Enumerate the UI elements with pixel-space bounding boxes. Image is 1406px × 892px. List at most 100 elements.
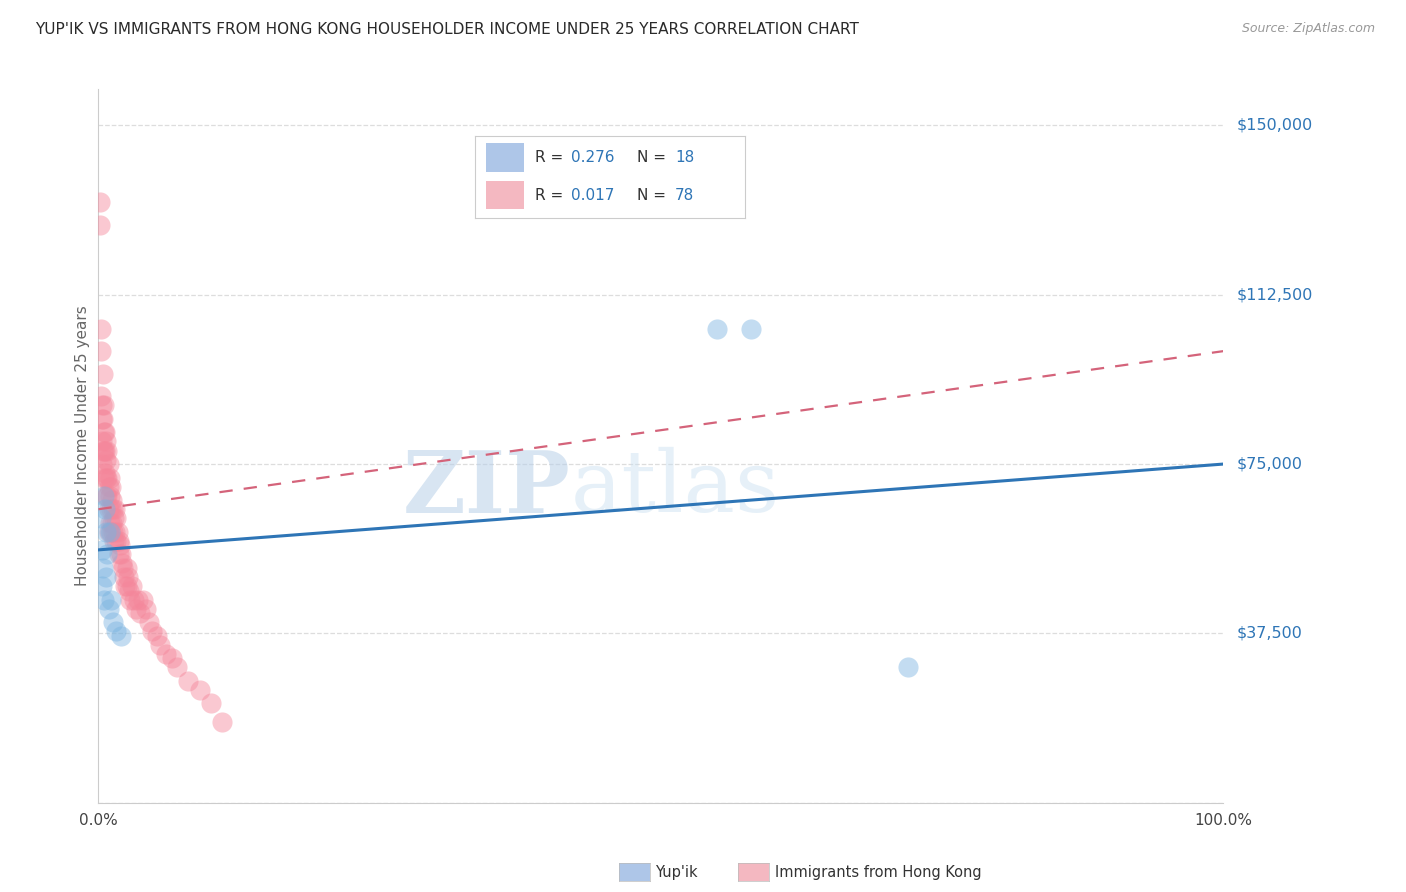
Point — [127, 592, 149, 607]
Point — [91, 561, 114, 575]
Point — [107, 524, 129, 539]
Point — [124, 592, 146, 607]
Point — [110, 548, 132, 562]
Point — [112, 570, 135, 584]
Point — [141, 624, 163, 639]
Text: Source: ZipAtlas.com: Source: ZipAtlas.com — [1241, 22, 1375, 36]
Point — [124, 601, 146, 615]
Text: N =: N = — [637, 150, 671, 165]
Point — [93, 489, 115, 503]
Point — [101, 493, 124, 508]
Point — [96, 443, 118, 458]
Point — [108, 538, 131, 552]
Point — [100, 480, 122, 494]
Point — [110, 629, 132, 643]
Point — [101, 615, 124, 629]
Point — [91, 412, 114, 426]
Point — [93, 592, 115, 607]
Point — [118, 583, 141, 598]
Point — [93, 470, 115, 484]
Point — [100, 592, 122, 607]
Point — [97, 524, 120, 539]
Point — [107, 548, 129, 562]
Text: YUP'IK VS IMMIGRANTS FROM HONG KONG HOUSEHOLDER INCOME UNDER 25 YEARS CORRELATIO: YUP'IK VS IMMIGRANTS FROM HONG KONG HOUS… — [35, 22, 859, 37]
Point — [135, 601, 157, 615]
Text: atlas: atlas — [571, 447, 780, 531]
Point — [93, 425, 115, 440]
Point — [90, 321, 112, 335]
Point — [112, 561, 135, 575]
Point — [104, 524, 127, 539]
Point — [90, 412, 112, 426]
Point — [97, 457, 120, 471]
FancyBboxPatch shape — [486, 143, 524, 171]
Point — [211, 714, 233, 729]
Point — [107, 533, 129, 548]
Point — [114, 579, 136, 593]
Point — [104, 502, 127, 516]
Point — [97, 502, 120, 516]
Text: Immigrants from Hong Kong: Immigrants from Hong Kong — [775, 865, 981, 880]
Point — [105, 624, 128, 639]
Point — [96, 524, 118, 539]
Text: R =: R = — [534, 187, 568, 202]
Point — [138, 615, 160, 629]
Point — [94, 443, 117, 458]
Point — [105, 511, 128, 525]
Point — [740, 321, 762, 335]
Point — [129, 606, 152, 620]
Point — [94, 466, 117, 480]
Point — [160, 651, 183, 665]
Point — [89, 195, 111, 210]
Point — [96, 548, 118, 562]
Point — [97, 601, 120, 615]
Point — [98, 524, 121, 539]
Point — [97, 480, 120, 494]
Point — [118, 592, 141, 607]
Point — [101, 524, 124, 539]
Point — [96, 470, 118, 484]
Text: N =: N = — [637, 187, 671, 202]
Point — [96, 452, 118, 467]
Point — [96, 434, 118, 449]
Point — [98, 470, 121, 484]
Point — [90, 511, 112, 525]
Point — [98, 489, 121, 503]
Point — [146, 629, 169, 643]
Point — [90, 542, 112, 557]
Point — [96, 570, 118, 584]
Point — [90, 389, 112, 403]
Point — [101, 502, 124, 516]
Point — [117, 570, 139, 584]
Point — [96, 470, 118, 484]
Point — [93, 443, 115, 458]
Point — [177, 673, 200, 688]
Point — [101, 516, 124, 530]
Point — [89, 218, 111, 232]
Point — [90, 579, 112, 593]
Text: R =: R = — [534, 150, 568, 165]
Point — [706, 321, 728, 335]
Point — [94, 425, 117, 440]
Text: 78: 78 — [675, 187, 695, 202]
Text: Yup'ik: Yup'ik — [655, 865, 697, 880]
Point — [103, 533, 125, 548]
Point — [90, 344, 112, 359]
Point — [103, 511, 125, 525]
FancyBboxPatch shape — [486, 181, 524, 210]
Point — [100, 524, 122, 539]
Point — [149, 638, 172, 652]
Point — [91, 367, 114, 381]
Point — [897, 660, 920, 674]
Text: 0.017: 0.017 — [571, 187, 614, 202]
Text: $75,000: $75,000 — [1237, 457, 1303, 472]
Point — [91, 443, 114, 458]
Point — [155, 647, 177, 661]
Text: $112,500: $112,500 — [1237, 287, 1313, 302]
Point — [115, 579, 138, 593]
Point — [166, 660, 188, 674]
Text: ZIP: ZIP — [404, 447, 571, 531]
Point — [121, 579, 143, 593]
Text: 0.276: 0.276 — [571, 150, 614, 165]
Text: $37,500: $37,500 — [1237, 626, 1303, 641]
